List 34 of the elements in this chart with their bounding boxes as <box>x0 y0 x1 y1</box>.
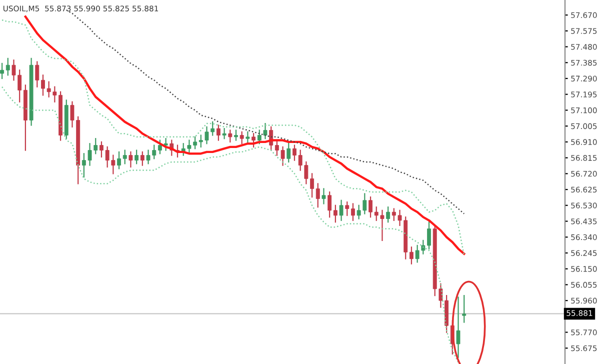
candlestick <box>316 183 320 208</box>
candlestick <box>234 130 238 141</box>
candlestick <box>246 131 250 142</box>
candlestick <box>322 188 326 204</box>
candlestick <box>41 74 45 96</box>
candlestick <box>122 150 127 164</box>
candlestick <box>252 133 256 148</box>
candlestick <box>456 296 460 358</box>
candlestick <box>134 150 139 164</box>
candlestick <box>462 294 466 323</box>
candlestick <box>216 124 220 141</box>
candlestick <box>286 141 291 163</box>
candlestick <box>117 151 121 170</box>
candlestick <box>427 220 431 250</box>
candlestick <box>410 246 414 264</box>
candlestick <box>6 58 10 76</box>
candlestick <box>140 151 144 166</box>
candlestick <box>128 151 133 168</box>
candlestick <box>35 61 40 88</box>
candlestick <box>0 62 4 80</box>
candlestick <box>333 204 338 223</box>
candlestick <box>345 201 350 216</box>
candlestick <box>164 138 168 151</box>
candlestick <box>228 130 232 142</box>
candlestick <box>158 140 162 154</box>
line-series <box>1 86 459 363</box>
candlestick <box>386 206 390 223</box>
candlestick <box>240 131 244 144</box>
candlestick <box>339 200 344 221</box>
candlestick <box>328 191 332 218</box>
candlestick <box>292 144 296 161</box>
candlestick <box>351 203 355 221</box>
candlestick <box>368 196 372 218</box>
candlestick <box>222 128 226 140</box>
